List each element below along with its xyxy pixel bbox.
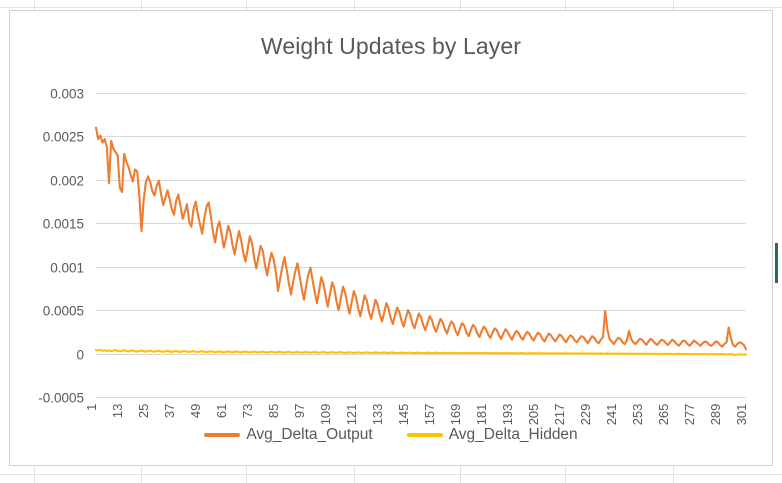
x-axis-tick-label: 25 <box>136 404 151 418</box>
y-axis-tick-label: 0 <box>76 348 84 363</box>
chart-object[interactable]: Weight Updates by Layer 0.003 0.0025 0.002… <box>9 10 773 466</box>
x-axis-tick-label: 181 <box>474 404 489 426</box>
x-axis-tick-label: 205 <box>526 404 541 426</box>
legend-swatch-output <box>204 433 241 437</box>
sheet-row-divider-0 <box>0 7 782 8</box>
x-axis-tick-label: 265 <box>656 404 671 426</box>
x-axis-tick-label: 73 <box>240 404 255 418</box>
sheet-row-divider-1 <box>0 474 782 475</box>
legend-entry-avg-delta-hidden[interactable]: Avg_Delta_Hidden <box>406 426 578 444</box>
y-axis-tick-label: 0.0025 <box>43 130 84 145</box>
y-axis-tick-label: 0.003 <box>50 87 84 102</box>
x-axis-tick-label: 37 <box>162 404 177 418</box>
x-axis-tick-label: 49 <box>188 404 203 418</box>
x-axis-tick-label: 289 <box>708 404 723 426</box>
legend-swatch-hidden <box>406 433 443 437</box>
y-axis-tick-label: 0.001 <box>50 261 84 276</box>
x-axis-tick-label: 193 <box>500 404 515 426</box>
y-axis-tick-label: 0.0005 <box>43 304 84 319</box>
x-axis-tick-label: 97 <box>292 404 307 418</box>
legend-label-hidden: Avg_Delta_Hidden <box>448 426 578 443</box>
x-axis-tick-label: 241 <box>604 404 619 426</box>
x-axis-tick-label: 169 <box>448 404 463 426</box>
x-axis-tick-label: 85 <box>266 404 281 418</box>
y-axis-tick-label: 0.0015 <box>43 217 84 232</box>
x-axis-tick-label: 109 <box>318 404 333 426</box>
x-axis-tick-label: 157 <box>422 404 437 426</box>
x-axis-tick-label: 253 <box>630 404 645 426</box>
series-line-avg-delta-output <box>94 126 748 351</box>
chart-legend[interactable]: Avg_Delta_Output Avg_Delta_Hidden <box>10 426 772 444</box>
y-axis-tick-label: 0.002 <box>50 174 84 189</box>
x-axis-tick-label: 217 <box>552 404 567 426</box>
y-axis-tick-label: -0.0005 <box>38 391 84 406</box>
series-line-avg-delta-hidden <box>94 348 748 357</box>
legend-entry-avg-delta-output[interactable]: Avg_Delta_Output <box>204 426 373 444</box>
x-axis-tick-label: 13 <box>110 404 125 418</box>
x-axis-tick-label: 1 <box>84 404 99 411</box>
chart-plot-area: 0.003 0.0025 0.002 0.0015 0.001 0.0005 0 -0.000… <box>38 87 749 426</box>
x-axis-tick-label: 301 <box>734 404 749 426</box>
x-axis-tick-label: 121 <box>344 404 359 426</box>
x-axis-tick-label: 145 <box>396 404 411 426</box>
x-axis-tick-label: 133 <box>370 404 385 426</box>
legend-label-output: Avg_Delta_Output <box>246 426 373 443</box>
x-axis-tick-label: 61 <box>214 404 229 418</box>
x-axis-tick-label: 229 <box>578 404 593 426</box>
chart-title: Weight Updates by Layer <box>260 33 522 59</box>
selected-cell-indicator[interactable] <box>775 243 778 283</box>
x-axis-tick-label: 277 <box>682 404 697 426</box>
